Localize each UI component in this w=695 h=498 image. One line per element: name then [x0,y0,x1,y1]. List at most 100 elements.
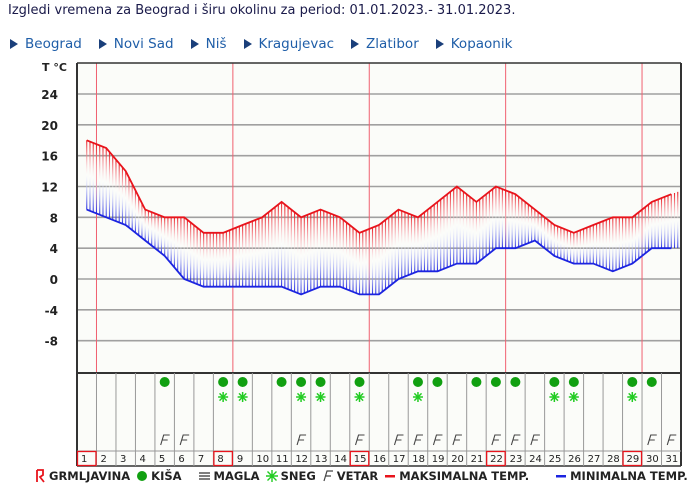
snowflake-icon [237,392,248,402]
nav-link-novi-sad[interactable]: Novi Sad [98,36,174,52]
wind-flag-icon [160,434,170,446]
day-label: 25 [549,454,562,465]
nav-link-nis[interactable]: Niš [190,36,227,52]
thunder-icon [36,469,45,483]
y-tick-label: 24 [41,88,58,102]
day-label: 6 [178,454,184,465]
day-label: 8 [217,454,223,465]
y-tick-label: 16 [41,150,58,164]
rain-dot-icon [296,377,307,387]
day-label: 17 [393,454,406,465]
day-label: 20 [451,454,464,465]
legend-snow: SNEG [265,469,316,483]
rain-dot-icon [510,377,521,387]
snowflake-icon [412,392,423,402]
week-start-highlight [349,450,370,467]
weather-icons-row [95,373,677,466]
day-label: 27 [588,454,601,465]
wind-flag-icon [647,434,657,446]
y-tick-label: 12 [41,181,58,195]
max-temp-line-icon [385,475,396,478]
week-start-highlight [76,450,97,467]
day-label: 31 [666,454,679,465]
nav-link-zlatibor[interactable]: Zlatibor [351,36,419,52]
arrow-right-icon [243,39,252,49]
day-label: 26 [568,454,581,465]
day-label: 16 [373,454,386,465]
day-label: 10 [256,454,269,465]
nav-link-kopaonik[interactable]: Kopaonik [435,36,512,52]
snowflake-icon [265,470,278,482]
nav-link-kragujevac[interactable]: Kragujevac [243,36,334,52]
week-start-highlight [213,450,234,467]
legend-fog: MAGLA [198,469,260,483]
max-temp-line [86,139,672,234]
day-label: 12 [295,454,308,465]
wind-flag-icon [323,470,333,482]
rain-dot-icon [412,377,423,387]
day-label: 24 [529,454,542,465]
legend-wind: VETAR [322,469,378,483]
wind-flag-icon [530,434,540,446]
y-axis-labels: 24 20 16 12 8 4 0 -4 -8 T °C [41,61,67,349]
arrow-right-icon [190,39,199,49]
week-start-highlight [486,450,506,467]
day-label: 28 [607,454,620,465]
snowflake-icon [296,392,307,402]
y-tick-label: 4 [50,242,58,256]
rain-dot-icon [354,377,365,387]
day-label: 18 [412,454,425,465]
day-label: 11 [276,454,289,465]
rain-dot-icon [646,377,657,387]
rain-dot-icon [432,377,443,387]
wind-flag-icon [510,434,521,446]
page-title: Izgledi vremena za Beograd i širu okolin… [8,3,516,18]
snowflake-icon [627,392,638,402]
day-label: 13 [315,454,328,465]
nav-link-beograd[interactable]: Beograd [10,36,82,52]
day-label: 19 [432,454,445,465]
rain-dot-icon [471,377,482,387]
rain-dot-icon [276,377,287,387]
snowflake-icon [218,392,229,402]
rain-dot-icon [627,377,638,387]
y-tick-label: -4 [45,304,58,318]
arrow-right-icon [351,39,360,49]
wind-flag-icon [354,434,365,446]
wind-flag-icon [491,434,501,446]
y-tick-label: 20 [41,119,58,133]
day-label: 14 [334,454,347,465]
city-nav: Beograd Novi Sad Niš Kragujevac Zlatibor… [10,36,529,52]
wind-flag-icon [452,434,462,446]
rain-dot-icon [315,377,326,387]
legend-rain: KIŠA [136,469,182,483]
plot-area [76,62,682,467]
day-labels-row: 1 2 3 4 5 6 7 8 9 10 11 12 13 14 15 16 17 18 19 20 21 22 23 24 2… [76,450,679,467]
arrow-right-icon [98,39,107,49]
legend-max-temp: MAKSIMALNA TEMP. [384,469,529,483]
min-temp-line-icon [556,475,567,478]
y-tick-label: 0 [50,273,58,287]
day-label: 7 [198,454,204,465]
day-label: 3 [120,454,126,465]
day-label: 4 [139,454,145,465]
wind-flag-icon [413,434,423,446]
snowflake-icon [568,392,579,402]
day-label: 2 [100,454,106,465]
wind-flag-icon [296,434,307,446]
y-axis-title: T °C [42,61,67,74]
snowflake-icon [315,392,326,402]
snowflake-icon [549,392,560,402]
y-tick-label: -8 [45,335,58,349]
rain-dot-icon [218,377,229,387]
day-label: 21 [471,454,484,465]
rain-dot-icon [237,377,248,387]
rain-dot-icon [159,377,170,387]
day-label: 5 [159,454,165,465]
min-temp-line [86,208,672,296]
snowflake-icon [354,392,365,402]
rain-dot-icon [137,471,148,481]
wind-flag-icon [666,434,677,446]
week-start-highlight [622,450,643,467]
